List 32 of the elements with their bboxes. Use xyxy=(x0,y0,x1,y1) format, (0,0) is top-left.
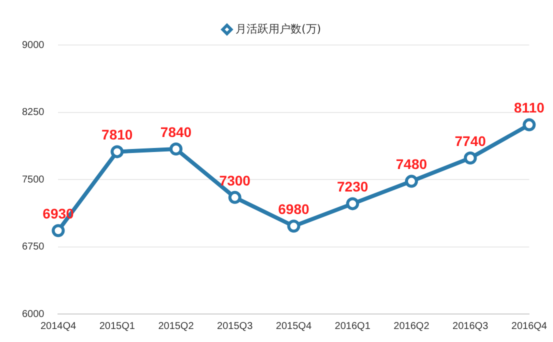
y-tick-label: 6000 xyxy=(22,308,45,320)
y-tick-label: 6750 xyxy=(22,242,45,252)
point xyxy=(228,190,242,204)
x-tick-label: 2016Q2 xyxy=(394,320,430,332)
point xyxy=(52,224,65,238)
x-tick-label: 2014Q4 xyxy=(40,320,76,332)
point xyxy=(287,220,300,233)
data-label: 7480 xyxy=(396,156,428,172)
x-tick-label: 2015Q4 xyxy=(276,320,312,332)
y-tick-label: 8250 xyxy=(22,107,45,118)
legend-label: 月活跃用户数(万) xyxy=(235,22,322,36)
data-label: 7230 xyxy=(337,178,368,195)
y-tick-label: 7500 xyxy=(22,174,45,186)
x-tick-label: 2016Q4 xyxy=(511,320,548,332)
data-label: 7300 xyxy=(219,172,251,188)
point xyxy=(169,142,182,156)
y-tick-label: 9000 xyxy=(22,40,45,51)
point xyxy=(110,145,124,158)
data-label: 7840 xyxy=(160,124,192,140)
x-tick-label: 2016Q1 xyxy=(334,320,371,332)
point xyxy=(346,197,360,210)
data-label: 8110 xyxy=(514,100,545,116)
x-tick-label: 2015Q1 xyxy=(99,320,136,332)
point xyxy=(522,118,536,132)
point xyxy=(464,151,477,164)
x-tick-label: 2016Q3 xyxy=(452,320,489,332)
data-label: 6980 xyxy=(278,200,310,217)
point xyxy=(404,174,418,188)
data-label: 7740 xyxy=(454,132,486,149)
x-tick-label: 2015Q3 xyxy=(217,320,254,332)
data-label: 7810 xyxy=(102,126,133,143)
x-tick-label: 2015Q2 xyxy=(158,320,194,332)
